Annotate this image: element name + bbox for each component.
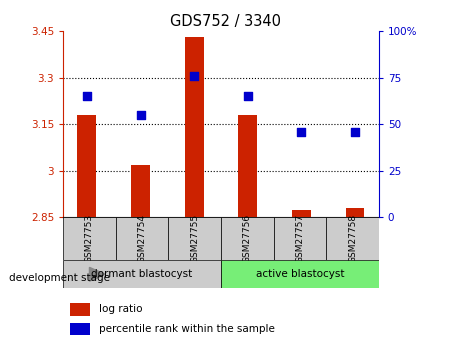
Point xyxy=(83,93,91,99)
Point xyxy=(351,129,359,135)
Point xyxy=(191,73,198,79)
Text: GSM27757: GSM27757 xyxy=(295,214,304,264)
Bar xyxy=(131,165,150,217)
Bar xyxy=(185,37,203,217)
FancyArrow shape xyxy=(89,267,105,281)
Bar xyxy=(346,208,364,217)
Bar xyxy=(221,260,379,288)
Bar xyxy=(116,217,168,260)
Text: percentile rank within the sample: percentile rank within the sample xyxy=(99,324,275,334)
Bar xyxy=(70,303,90,316)
Text: GSM27756: GSM27756 xyxy=(243,214,252,264)
Text: dormant blastocyst: dormant blastocyst xyxy=(92,269,193,279)
Bar xyxy=(70,323,90,335)
Bar xyxy=(326,217,379,260)
Bar xyxy=(63,260,221,288)
Text: GDS752 / 3340: GDS752 / 3340 xyxy=(170,14,281,29)
Bar xyxy=(63,217,116,260)
Text: development stage: development stage xyxy=(9,273,110,283)
Point xyxy=(244,93,251,99)
Text: GSM27755: GSM27755 xyxy=(190,214,199,264)
Text: GSM27753: GSM27753 xyxy=(85,214,94,264)
Text: active blastocyst: active blastocyst xyxy=(256,269,344,279)
Point xyxy=(137,112,144,118)
Point xyxy=(298,129,305,135)
Bar xyxy=(292,210,311,217)
Text: GSM27754: GSM27754 xyxy=(138,214,147,264)
Bar xyxy=(221,217,274,260)
Bar xyxy=(168,217,221,260)
Text: GSM27758: GSM27758 xyxy=(348,214,357,264)
Bar xyxy=(78,115,96,217)
Bar xyxy=(239,115,257,217)
Text: log ratio: log ratio xyxy=(99,304,143,314)
Bar xyxy=(274,217,326,260)
